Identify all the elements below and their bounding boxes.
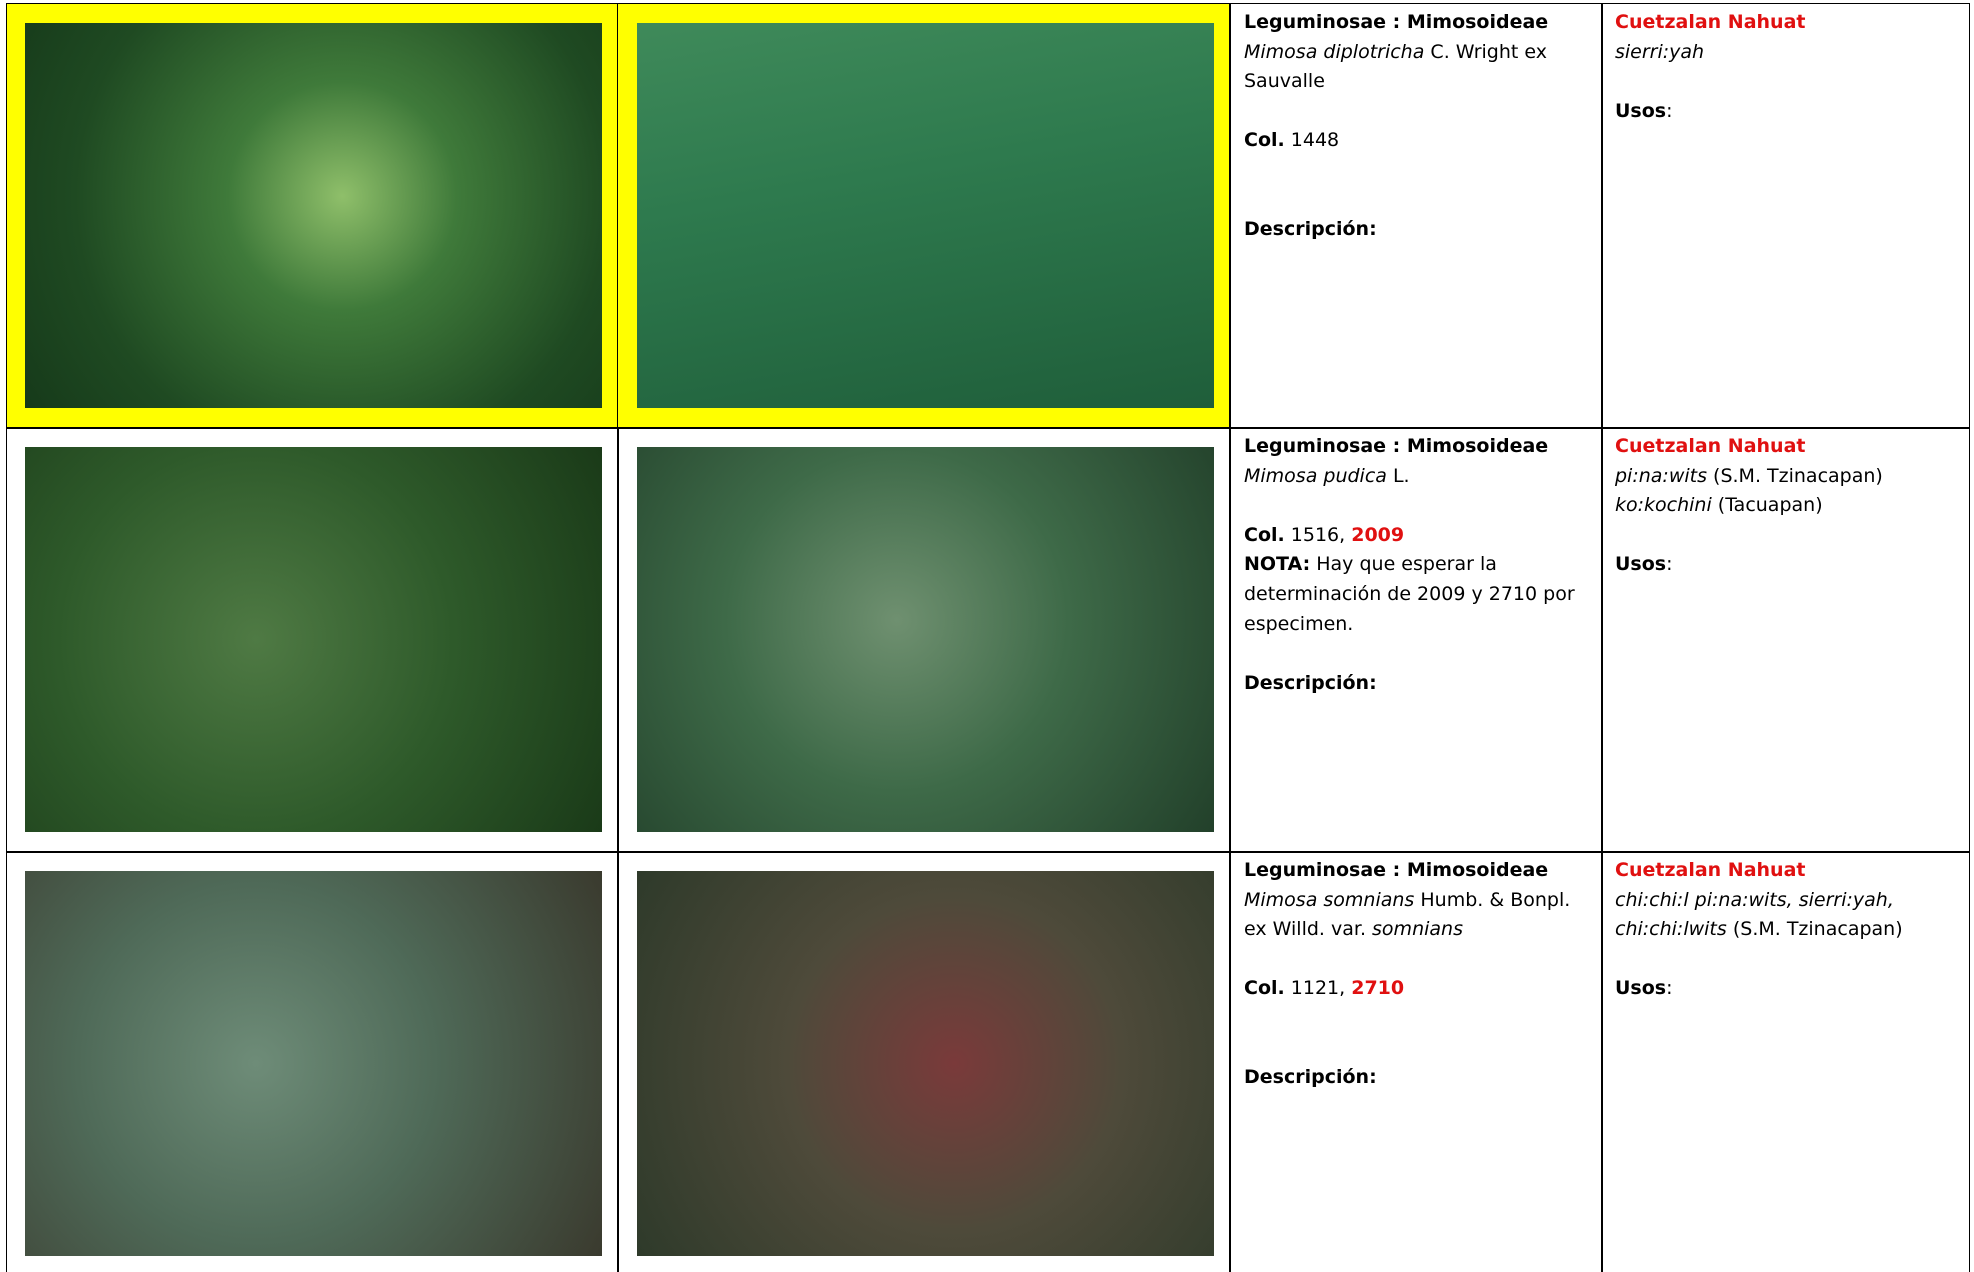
species-line: Mimosa diplotricha C. Wright ex Sauvalle <box>1244 38 1594 97</box>
local-name: pi:na:wits (S.M. Tzinacapan) <box>1615 462 1960 492</box>
table-cell <box>1229 3 1603 429</box>
language: Cuetzalan Nahuat <box>1615 856 1960 886</box>
description-label: Descripción: <box>1244 218 1377 241</box>
usos-label: Usos <box>1615 99 1667 122</box>
spacer <box>1244 639 1594 669</box>
usos: Usos: <box>1615 974 1960 1004</box>
language: Cuetzalan Nahuat <box>1615 8 1960 38</box>
plant-photo <box>637 447 1214 832</box>
local-name-text: pi:na:wits <box>1615 464 1707 487</box>
family-name: Leguminosae : Mimosoideae <box>1244 435 1549 457</box>
language: Cuetzalan Nahuat <box>1615 432 1960 462</box>
collection-label: Col. <box>1244 129 1285 152</box>
collection-label: Col. <box>1244 977 1285 1000</box>
usos-colon: : <box>1666 99 1673 122</box>
species-name: Mimosa diplotricha <box>1244 40 1425 63</box>
species-line: Mimosa somnians Humb. & Bonpl. ex Willd.… <box>1244 886 1594 945</box>
description-text: Leguminosae : Mimosoideae Mimosa somnians… <box>1244 856 1594 1093</box>
table-cell <box>617 851 1231 1272</box>
description-label: Descripción: <box>1244 671 1377 694</box>
table-cell <box>6 427 619 853</box>
collection: Col. 1516, 2009 <box>1244 521 1594 551</box>
spacer <box>1244 156 1594 186</box>
local-name-text: ko:kochini <box>1615 494 1712 517</box>
usos: Usos: <box>1615 97 1960 127</box>
place-name: (Tacuapan) <box>1717 494 1823 517</box>
spacer <box>1244 97 1594 127</box>
species-author: C. Wright ex Sauvalle <box>1244 40 1547 93</box>
local-name-text: chi:chi:l pi:na:wits, sierri:yah, chi:ch… <box>1615 888 1894 941</box>
local-name: chi:chi:l pi:na:wits, sierri:yah, chi:ch… <box>1615 886 1960 945</box>
note: NOTA: Hay que esperar la determinación d… <box>1244 550 1594 639</box>
variety-name: somnians <box>1372 918 1463 941</box>
place-name: (S.M. Tzinacapan) <box>1713 464 1883 487</box>
local-name-text: sierri:yah <box>1615 40 1705 63</box>
spacer <box>1244 491 1594 521</box>
description: Descripción: <box>1244 215 1594 245</box>
description-text: Leguminosae : Mimosoideae Mimosa diplotri… <box>1244 8 1594 245</box>
plant-photo <box>25 447 602 832</box>
plant-photo <box>637 871 1214 1256</box>
species-line: Mimosa pudica L. <box>1244 462 1594 492</box>
collection-numbers: 1448 <box>1290 129 1340 152</box>
note-label: NOTA: <box>1244 553 1311 576</box>
family-name: Leguminosae : Mimosoideae <box>1244 859 1549 881</box>
family-name: Leguminosae : Mimosoideae <box>1244 11 1549 33</box>
local-name: ko:kochini (Tacuapan) <box>1615 491 1960 521</box>
plant-photo <box>25 23 602 408</box>
collection: Col. 1121, 2710 <box>1244 974 1594 1004</box>
spacer <box>1244 1004 1594 1034</box>
usos-colon: : <box>1666 553 1673 576</box>
plant-photo <box>637 23 1214 408</box>
table-cell <box>1601 3 1970 429</box>
species-name: Mimosa pudica <box>1244 464 1387 487</box>
table-cell <box>1229 427 1603 853</box>
plant-photo <box>25 871 602 1256</box>
table-cell <box>1601 427 1970 853</box>
collection-new: 2009 <box>1351 523 1405 546</box>
local-name: sierri:yah <box>1615 38 1960 68</box>
description-text: Leguminosae : Mimosoideae Mimosa pudica L… <box>1244 432 1594 698</box>
language-name: Cuetzalan Nahuat <box>1615 859 1806 881</box>
family: Leguminosae : Mimosoideae <box>1244 8 1594 38</box>
note-text: Hay que esperar la determinación de 2009… <box>1244 553 1575 635</box>
family: Leguminosae : Mimosoideae <box>1244 856 1594 886</box>
table-cell <box>617 427 1231 853</box>
usos-label: Usos <box>1615 977 1667 1000</box>
language-name: Cuetzalan Nahuat <box>1615 435 1806 457</box>
collection-numbers: 1516, <box>1290 523 1346 546</box>
spacer <box>1244 186 1594 216</box>
description: Descripción: <box>1244 1063 1594 1093</box>
table-cell <box>6 851 619 1272</box>
spacer <box>1615 521 1960 551</box>
species-name: Mimosa somnians <box>1244 888 1415 911</box>
collection-numbers: 1121, <box>1290 977 1346 1000</box>
species-author: L. <box>1392 464 1410 487</box>
description-label: Descripción: <box>1244 1066 1377 1089</box>
table-cell <box>1229 851 1603 1272</box>
description: Descripción: <box>1244 669 1594 699</box>
collection-label: Col. <box>1244 523 1285 546</box>
family: Leguminosae : Mimosoideae <box>1244 432 1594 462</box>
usos-label: Usos <box>1615 553 1667 576</box>
usos-colon: : <box>1666 977 1673 1000</box>
names-text: Cuetzalan Nahuat chi:chi:l pi:na:wits, si… <box>1615 856 1960 1004</box>
species-author: Humb. & Bonpl. ex Willd. var. <box>1244 888 1571 941</box>
usos: Usos: <box>1615 550 1960 580</box>
language-name: Cuetzalan Nahuat <box>1615 11 1806 33</box>
names-text: Cuetzalan Nahuat pi:na:wits (S.M. Tzinaca… <box>1615 432 1960 580</box>
table-cell <box>1601 851 1970 1272</box>
spacer <box>1244 1034 1594 1064</box>
collection: Col. 1448 <box>1244 126 1594 156</box>
spacer <box>1244 945 1594 975</box>
names-text: Cuetzalan Nahuat sierri:yah Usos: <box>1615 8 1960 126</box>
collection-new: 2710 <box>1351 977 1405 1000</box>
spacer <box>1615 67 1960 97</box>
place-name: (S.M. Tzinacapan) <box>1732 918 1903 941</box>
spacer <box>1615 945 1960 975</box>
